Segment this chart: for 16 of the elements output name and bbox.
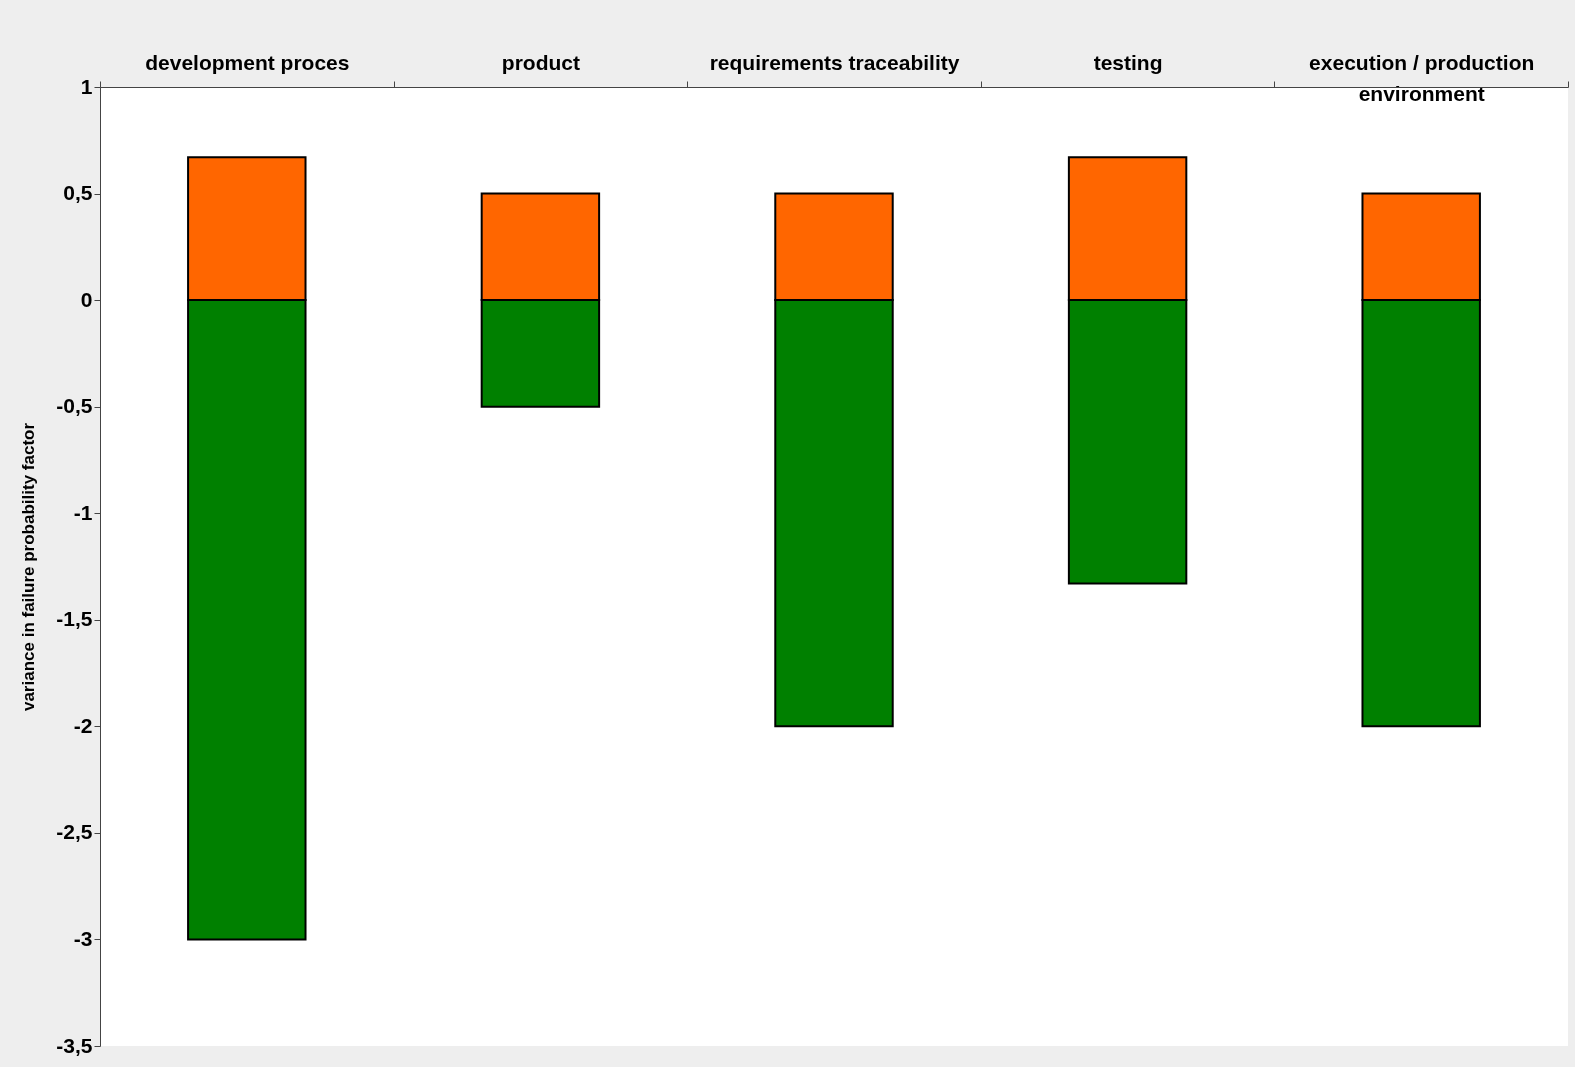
y-tick-label: -1 [73,500,93,524]
y-tick-label: 0 [80,287,93,311]
y-tick-label: -3 [73,926,93,950]
y-tick-label: -2,5 [56,820,93,844]
x-tick-label: testing [1093,50,1163,74]
x-tick-label: execution / production environment [1309,50,1535,105]
y-tick-label: -0,5 [56,394,93,418]
y-axis-title: variance in failure probability factor [19,422,39,712]
x-tick-label: requirements traceability [709,50,960,74]
y-tick-label: 0,5 [63,181,93,205]
x-tick-label: product [501,50,580,74]
y-tick-label: -3,5 [56,1033,93,1057]
y-tick-label: -2 [73,713,93,737]
x-tick-label: development proces [145,50,350,74]
y-tick-label: -1,5 [56,607,93,631]
y-tick-label: 1 [80,74,93,98]
